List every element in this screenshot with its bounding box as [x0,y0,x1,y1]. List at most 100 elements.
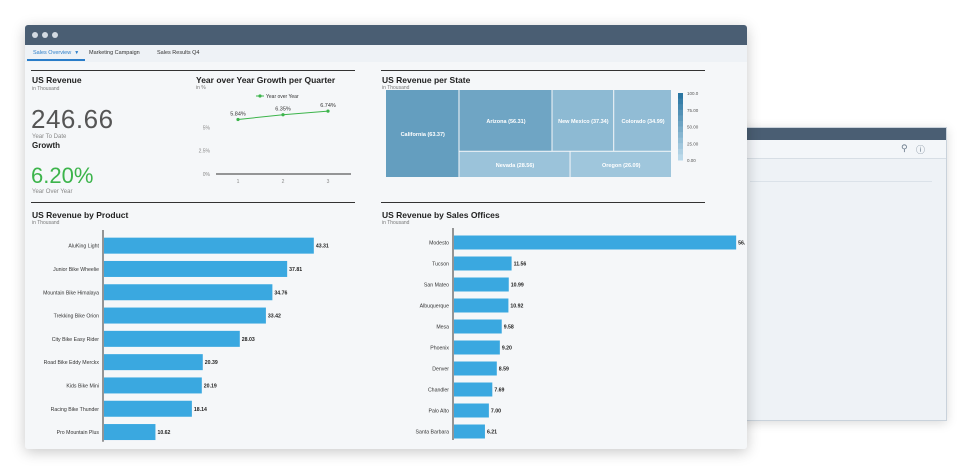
bar [104,377,202,394]
color-scale-step [678,115,683,122]
color-scale-step [678,126,683,133]
treemap-cell [552,90,614,151]
value-label: 10.99 [511,283,524,289]
legend-label: Year over Year [266,94,299,100]
color-scale-step [678,93,683,100]
background-window-body [736,159,946,420]
color-scale-tick: 50.00 [687,125,699,130]
divider [750,181,932,182]
us-revenue-caption: Year To Date [32,134,67,140]
dashboard-content: US Revenue in Thousand 246.66 Year To Da… [25,62,747,449]
growth-line-chart: Year over Year 0% 2.5% 5% 1 2 3 5.84% 6.35% 6.74% [199,94,351,185]
x-tick-label: 2 [282,179,285,185]
bar [454,277,509,292]
panel-divider [31,202,355,203]
treemap-cell [386,90,459,177]
tab-sales-overview[interactable]: Sales Overview ▼ [27,45,86,61]
tab-label: Sales Results Q4 [157,50,200,56]
bar [454,361,497,376]
state-treemap: California (63.37) Arizona (56.31) New Mex… [386,90,699,177]
treemap-label: Arizona (56.31) [486,119,525,125]
chevron-down-icon[interactable]: ▼ [74,50,80,56]
treemap-cell [570,151,671,177]
state-chart-title: US Revenue per State [382,75,471,85]
bar [104,400,192,417]
bar [104,330,240,347]
growth-label: Growth [32,141,60,150]
y-tick-label: 2.5% [199,149,211,155]
treemap-label: Oregon (26.09) [602,163,641,169]
tab-label: Marketing Campaign [89,50,140,56]
window-control-close[interactable] [32,32,38,38]
treemap-label: Nevada (28.56) [496,163,535,169]
category-label: Modesto [429,241,449,247]
category-label: Junior Bike Wheelie [53,267,99,273]
color-scale-step [678,148,683,155]
value-label: 56.63 [738,241,745,247]
window-control-maximize[interactable] [52,32,58,38]
us-revenue-subtitle: in Thousand [32,86,60,92]
bar [104,237,314,254]
bar [454,424,485,439]
growth-value: 6.20% [31,163,94,188]
color-scale-step [678,132,683,139]
panel-divider [31,70,355,71]
category-label: Mountain Bike Himalaya [43,290,99,296]
bar [454,382,493,397]
product-chart-subtitle: in Thousand [32,220,60,226]
color-scale-tick: 100.0 [687,91,699,96]
data-label: 6.74% [320,103,336,109]
help-icon[interactable]: ⓘ [916,145,926,155]
category-label: Chandler [428,388,449,394]
background-window-toolbar: ⚲ ⓘ [736,140,946,159]
tab-marketing-campaign[interactable]: Marketing Campaign [83,45,146,61]
growth-caption: Year Over Year [32,189,73,195]
category-label: San Mateo [424,283,449,289]
y-tick-label: 0% [203,172,211,178]
color-scale-step [678,104,683,111]
bar [454,235,737,250]
tab-sales-results-q4[interactable]: Sales Results Q4 [151,45,206,61]
value-label: 10.92 [510,304,523,310]
bar [454,319,502,334]
color-scale-step [678,154,683,161]
panel-divider [381,70,705,71]
value-label: 6.21 [487,430,497,436]
color-scale-step [678,143,683,150]
treemap-cell [614,90,671,151]
bar [104,307,266,324]
product-chart-title: US Revenue by Product [32,210,129,220]
data-label: 6.35% [275,107,291,113]
tab-bar: Sales Overview ▼ Marketing Campaign Sales… [25,45,747,63]
window-control-minimize[interactable] [42,32,48,38]
bar [104,260,288,277]
value-label: 43.31 [316,244,329,250]
value-label: 28.03 [242,337,255,343]
value-label: 20.19 [204,383,217,389]
data-point [236,117,240,122]
color-scale-tick: 75.00 [687,108,699,113]
category-label: Mesa [436,325,449,331]
value-label: 34.76 [274,290,287,296]
category-label: Denver [432,367,449,373]
category-label: Santa Barbara [416,430,450,436]
data-point [281,113,285,117]
offices-bar-chart: Modesto 56.63 Tucson 11.56 San Mateo 10.99 Alb… [416,228,745,440]
color-scale-step [678,137,683,144]
value-label: 37.81 [289,267,302,273]
value-label: 33.42 [268,314,281,320]
color-scale-step [678,120,683,127]
search-icon[interactable]: ⚲ [901,143,908,153]
treemap-label: New Mexico (37.34) [558,119,609,125]
offices-chart-subtitle: in Thousand [382,220,410,226]
state-chart-subtitle: in Thousand [382,85,410,91]
us-revenue-title: US Revenue [32,75,82,85]
category-label: Pro Mountain Plus [57,430,100,436]
treemap-label: California (63.37) [401,132,445,138]
data-point [326,109,330,113]
category-label: Racing Bike Thunder [51,407,100,413]
background-window: ⚲ ⓘ [735,127,947,421]
category-label: AluKing Light [68,244,99,250]
value-label: 8.59 [499,367,509,373]
y-tick-label: 5% [203,125,211,131]
